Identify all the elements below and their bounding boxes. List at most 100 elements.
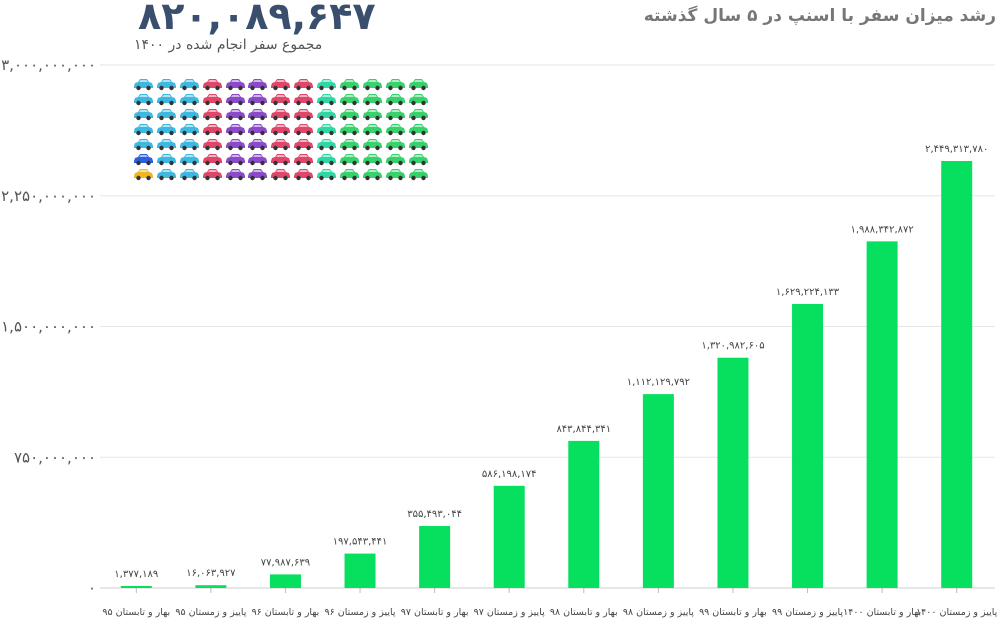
car-icon xyxy=(361,121,383,136)
car-icon xyxy=(155,106,177,121)
value-labels: ۱,۳۷۷,۱۸۹ ۱۶,۰۶۳,۹۲۷ ۷۷,۹۸۷,۶۳۹ ۱۹۷,۵۴۳,۴۴۱… xyxy=(114,144,988,580)
car-icon xyxy=(224,166,246,181)
x-tick-label: بهار و تابستان ۹۷ xyxy=(401,607,469,618)
car-icon xyxy=(292,106,314,121)
car-icon-row xyxy=(132,91,432,106)
y-tick-label: ۷۵۰,۰۰۰,۰۰۰ xyxy=(14,448,96,466)
car-icon xyxy=(246,151,268,166)
car-icon xyxy=(178,76,200,91)
car-icon xyxy=(361,76,383,91)
value-label: ۲,۴۴۹,۳۱۳,۷۸۰ xyxy=(925,144,988,155)
bar xyxy=(419,526,451,588)
car-icon xyxy=(407,121,429,136)
car-icon xyxy=(269,91,291,106)
car-icon xyxy=(224,91,246,106)
car-icon xyxy=(178,106,200,121)
car-icon xyxy=(201,91,223,106)
car-icon xyxy=(132,106,154,121)
car-icon xyxy=(315,151,337,166)
bar xyxy=(344,553,376,588)
car-icon-row xyxy=(132,106,432,121)
car-icon xyxy=(224,106,246,121)
car-icon xyxy=(407,136,429,151)
total-trips-number: ۸۲۰,۰۸۹,۶۴۷ xyxy=(138,0,376,38)
car-icon xyxy=(155,151,177,166)
car-icon xyxy=(269,76,291,91)
car-icon xyxy=(201,166,223,181)
value-label: ۳۵۵,۴۹۳,۰۴۴ xyxy=(407,509,462,520)
car-icon xyxy=(315,106,337,121)
gridlines xyxy=(100,64,995,589)
x-tick-label: پاییز و زمستان ۹۶ xyxy=(325,607,396,618)
bar xyxy=(642,394,674,588)
bar xyxy=(941,161,973,588)
car-icon xyxy=(384,76,406,91)
car-icon xyxy=(407,151,429,166)
car-icon xyxy=(338,106,360,121)
value-label: ۱۹۷,۵۴۳,۴۴۱ xyxy=(333,537,388,548)
car-icon xyxy=(338,151,360,166)
car-icon xyxy=(384,136,406,151)
car-icon xyxy=(338,136,360,151)
value-label: ۱,۱۱۲,۱۲۹,۷۹۲ xyxy=(627,377,690,388)
car-icon xyxy=(178,151,200,166)
car-icon xyxy=(224,151,246,166)
x-tick-label: بهار و تابستان ۹۵ xyxy=(102,607,170,618)
car-icon xyxy=(155,121,177,136)
car-icon xyxy=(384,121,406,136)
bar xyxy=(195,585,227,588)
car-icon xyxy=(338,76,360,91)
x-tick-label: پاییز و زمستان ۹۸ xyxy=(623,607,694,618)
car-icon xyxy=(132,76,154,91)
car-icon xyxy=(315,136,337,151)
car-icon-row xyxy=(132,136,432,151)
car-icon-row xyxy=(132,121,432,136)
car-icon xyxy=(269,121,291,136)
y-tick-label: ۳,۰۰۰,۰۰۰,۰۰۰ xyxy=(1,56,96,74)
value-label: ۱۶,۰۶۳,۹۲۷ xyxy=(186,568,236,579)
car-icon xyxy=(292,166,314,181)
car-icon xyxy=(178,121,200,136)
car-icon xyxy=(384,166,406,181)
value-label: ۱,۳۲۰,۹۸۲,۶۰۵ xyxy=(701,341,764,352)
car-icon xyxy=(178,91,200,106)
car-icon xyxy=(132,151,154,166)
car-icon xyxy=(338,91,360,106)
car-icon xyxy=(407,76,429,91)
value-label: ۸۴۳,۸۴۴,۳۴۱ xyxy=(556,424,611,435)
value-label: ۱,۳۷۷,۱۸۹ xyxy=(114,569,158,580)
car-icon xyxy=(407,106,429,121)
bar xyxy=(120,586,152,588)
car-icon xyxy=(407,166,429,181)
x-axis: بهار و تابستان ۹۵ پاییز و زمستان ۹۵ بهار و… xyxy=(102,588,998,618)
car-icon-row xyxy=(132,166,432,181)
car-icon xyxy=(361,166,383,181)
car-icon-row xyxy=(132,76,432,91)
x-tick-label: پاییز و زمستان ۹۷ xyxy=(474,607,545,618)
car-icon xyxy=(201,76,223,91)
x-tick-label: پاییز و زمستان ۹۵ xyxy=(175,607,246,618)
car-icon xyxy=(246,91,268,106)
y-axis: ۰ ۷۵۰,۰۰۰,۰۰۰ ۱,۵۰۰,۰۰۰,۰۰۰ ۲,۲۵۰,۰۰۰,۰۰۰ ۳,… xyxy=(1,56,96,597)
car-icon xyxy=(361,106,383,121)
car-icon xyxy=(246,76,268,91)
car-icon xyxy=(315,166,337,181)
car-icon xyxy=(315,121,337,136)
car-icon xyxy=(315,91,337,106)
x-tick-label: پاییز و زمستان ۹۹ xyxy=(772,607,843,618)
car-icon xyxy=(201,151,223,166)
car-icon xyxy=(201,121,223,136)
car-icon xyxy=(132,136,154,151)
car-icon xyxy=(246,106,268,121)
chart-title: رشد میزان سفر با اسنپ در ۵ سال گذشته xyxy=(643,6,996,26)
car-icon xyxy=(155,76,177,91)
car-icon xyxy=(178,136,200,151)
car-icon xyxy=(224,136,246,151)
x-tick-label: بهار و تابستان ۱۴۰۰ xyxy=(843,607,921,618)
car-icon xyxy=(269,106,291,121)
car-icon xyxy=(246,166,268,181)
car-icon xyxy=(246,121,268,136)
bar xyxy=(866,241,898,589)
car-icon xyxy=(292,136,314,151)
